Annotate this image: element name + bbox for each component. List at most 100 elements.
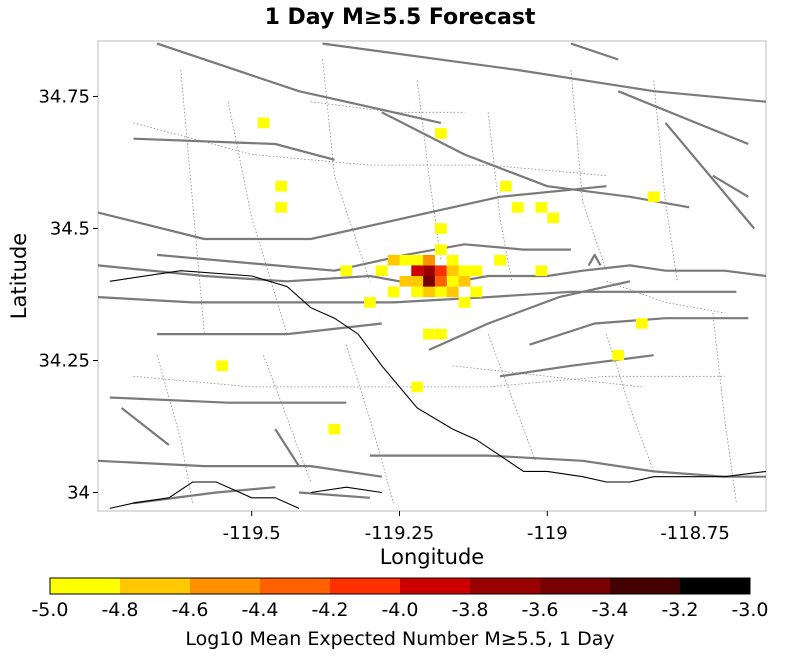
forecast-cell	[470, 265, 483, 276]
boundary-line	[606, 280, 725, 314]
fault-line	[587, 253, 602, 266]
coastline	[109, 270, 767, 509]
boundary-line	[487, 333, 536, 461]
colorbar	[49, 577, 751, 595]
colorbar-bin	[470, 578, 540, 594]
colorbar-frame	[49, 577, 751, 595]
colorbar-bin	[610, 578, 680, 594]
boundary-line	[263, 355, 312, 483]
fault-line	[97, 185, 607, 241]
colorbar-tick-label: -5.0	[31, 599, 68, 621]
colorbar-bin	[680, 578, 750, 594]
forecast-cell	[340, 265, 353, 276]
colorbar-tick-label: -3.4	[591, 599, 628, 621]
fault-line	[570, 42, 619, 61]
forecast-cell	[435, 223, 447, 234]
y-axis-label: Latitude	[7, 233, 31, 319]
fault-line	[133, 486, 276, 505]
forecast-cell	[435, 328, 447, 340]
forecast-cell	[435, 128, 447, 139]
y-tick-label: 34.25	[38, 350, 90, 371]
boundary-line	[416, 80, 442, 261]
colorbar-tick-label: -4.8	[101, 599, 138, 621]
fault-line	[322, 42, 767, 103]
forecast-cell	[364, 297, 376, 308]
fault-line	[529, 317, 749, 346]
forecast-cell	[257, 117, 270, 129]
colorbar-tick-label: -3.0	[731, 599, 768, 621]
colorbar-bin	[260, 578, 330, 594]
forecast-cell	[535, 265, 548, 276]
forecast-cell	[375, 265, 388, 276]
boundary-line	[452, 365, 642, 388]
forecast-cell	[446, 276, 459, 287]
forecast-cell	[635, 318, 648, 329]
forecast-cell	[446, 286, 459, 298]
colorbar-ticks: -5.0 -4.8 -4.6 -4.4 -4.2 -4.0 -3.8 -3.6 -3.4 -3.2…	[31, 599, 768, 621]
fault-line	[156, 42, 442, 124]
forecast-cell	[458, 276, 471, 287]
x-axis-label: Longitude	[380, 545, 484, 569]
boundary-line	[227, 101, 288, 335]
forecast-cell	[435, 265, 447, 276]
coastline-segment	[310, 486, 382, 494]
forecast-cell	[411, 276, 424, 287]
forecast-cell	[411, 286, 424, 298]
x-tick-label: -118.75	[660, 523, 729, 544]
colorbar-tick-label: -4.0	[381, 599, 418, 621]
colorbar-tick-label: -4.2	[311, 599, 348, 621]
y-axis-ticks: 34.75 34.5 34.25 34	[38, 86, 98, 504]
fault-line	[109, 396, 347, 404]
fault-line	[157, 322, 382, 336]
forecast-cell	[446, 265, 459, 276]
boundary-line	[156, 355, 193, 504]
boundary-line	[653, 80, 678, 282]
colorbar-bin	[50, 578, 120, 594]
fault-line	[664, 122, 756, 230]
colorbar-bin	[540, 578, 610, 594]
forecast-cell	[423, 286, 435, 298]
y-tick-label: 34.5	[50, 218, 90, 239]
colorbar-tick-label: -4.6	[171, 599, 208, 621]
fault-line	[298, 491, 370, 499]
forecast-cell	[387, 286, 400, 298]
fault-line	[499, 354, 654, 378]
forecast-cell	[411, 381, 424, 393]
y-tick-label: 34	[67, 483, 90, 504]
fault-line	[369, 454, 766, 478]
forecast-cell	[500, 180, 512, 192]
forecast-cell	[511, 202, 524, 213]
forecast-cell	[399, 276, 412, 287]
colorbar-tick-label: -3.8	[451, 599, 488, 621]
fault-line	[97, 459, 382, 478]
forecast-cell	[470, 286, 483, 298]
colorbar-tick-label: -3.2	[661, 599, 698, 621]
fault-line	[617, 90, 749, 146]
forecast-cell	[399, 254, 412, 266]
fault-line	[712, 174, 749, 198]
colorbar-tick-label: -3.6	[521, 599, 558, 621]
forecast-cell	[423, 265, 435, 276]
fault-line	[133, 137, 335, 161]
boundary-line	[133, 375, 725, 388]
coastline-segment	[109, 270, 767, 483]
forecast-cell	[328, 423, 341, 435]
colorbar-tick-label: -4.4	[241, 599, 278, 621]
forecast-cell	[423, 254, 435, 266]
forecast-cell	[446, 254, 459, 266]
forecast-cells	[216, 117, 660, 435]
forecast-cell	[435, 286, 447, 298]
colorbar-bin	[330, 578, 400, 594]
forecast-cell	[387, 254, 400, 266]
forecast-cell	[535, 202, 548, 213]
forecast-cell	[612, 349, 625, 361]
forecast-cell	[435, 244, 447, 255]
forecast-cell	[423, 276, 435, 287]
x-tick-label: -119.25	[365, 523, 434, 544]
forecast-cell	[547, 212, 560, 224]
boundary-line	[345, 344, 394, 504]
forecast-cell	[435, 276, 447, 287]
fault-line	[97, 290, 737, 304]
chart-title: 1 Day M≥5.5 Forecast	[265, 5, 536, 30]
